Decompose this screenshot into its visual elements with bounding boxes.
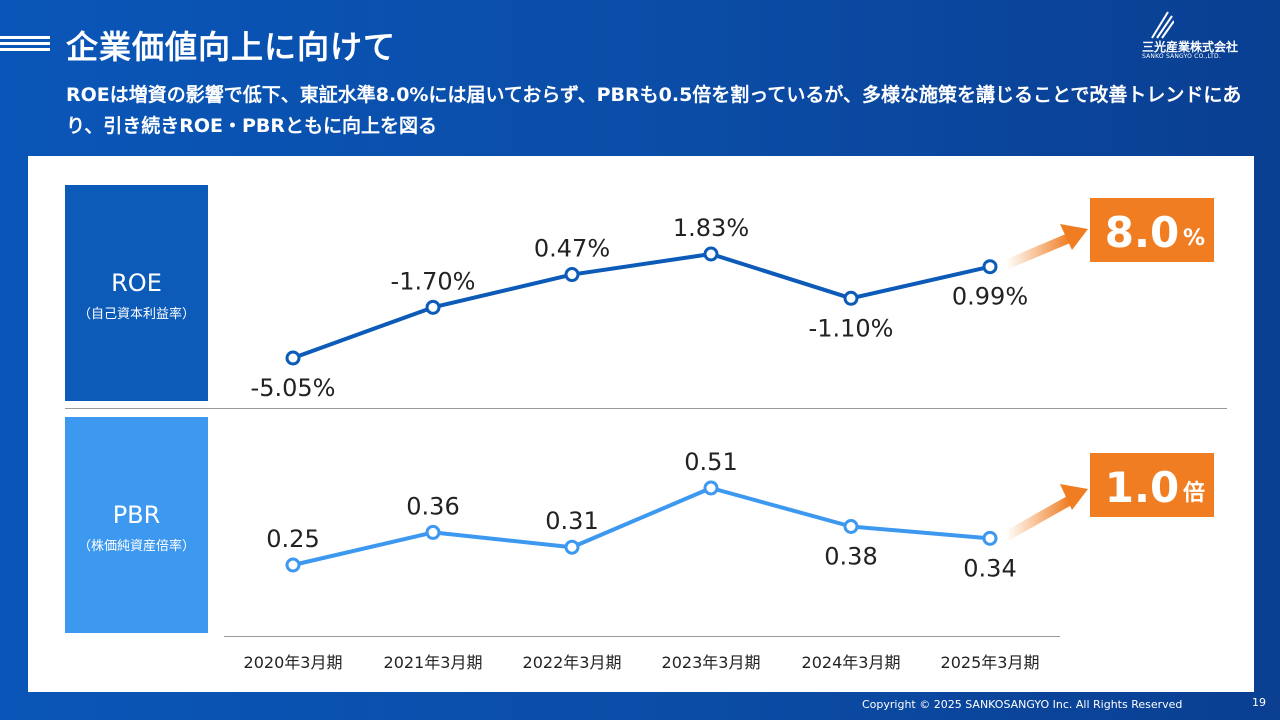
x-tick-label: 2020年3月期 [244, 653, 343, 672]
roe-series-line [292, 252, 991, 360]
chart-divider [65, 408, 1227, 409]
company-logo: 三光産業株式会社 SANKO SANGYO CO.,LTD. [1142, 10, 1254, 60]
pbr-data-label: 0.34 [963, 554, 1016, 582]
page-number: 19 [1252, 696, 1266, 709]
pbr-label-box: PBR （株価純資産倍率） [65, 417, 208, 633]
pbr-label: PBR [112, 501, 161, 529]
x-axis-line [224, 636, 1060, 637]
pbr-data-label: 0.51 [684, 448, 737, 476]
x-tick-label: 2025年3月期 [941, 653, 1040, 672]
roe-data-point [285, 350, 301, 366]
x-tick-label: 2021年3月期 [384, 653, 483, 672]
roe-target-value: 8.0 [1105, 208, 1179, 257]
pbr-data-point [425, 524, 441, 540]
pbr-target-arrow [1003, 495, 1073, 541]
roe-data-label: -5.05% [251, 374, 336, 402]
roe-arrow-head [1060, 224, 1088, 250]
pbr-target-box [1090, 453, 1214, 517]
roe-data-label: -1.10% [809, 314, 894, 342]
page-subtitle: ROEは増資の影響で低下、東証水準8.0%には届いておらず、PBRも0.5倍を割… [66, 84, 1242, 137]
roe-data-point [843, 290, 859, 306]
roe-target-arrow [1004, 233, 1072, 270]
roe-sublabel: （自己資本利益率） [77, 307, 195, 322]
copyright: Copyright © 2025 SANKOSANGYO Inc. All Ri… [862, 698, 1183, 711]
roe-data-label: 0.47% [534, 235, 610, 263]
roe-data-point [425, 299, 441, 315]
pbr-arrow-head [1060, 484, 1088, 510]
chart-panel: ROE （自己資本利益率） PBR （株価純資産倍率） 2020年3月期 2021… [28, 156, 1254, 692]
roe-data-label: 0.99% [952, 283, 1028, 311]
roe-data-point [564, 267, 580, 283]
x-tick-label: 2023年3月期 [662, 653, 761, 672]
pbr-target-value: 1.0 [1105, 463, 1179, 512]
pbr-data-label: 0.25 [266, 525, 319, 553]
roe-target-unit: % [1183, 226, 1205, 251]
roe-data-point [982, 259, 998, 275]
pbr-data-label: 0.36 [406, 492, 459, 520]
roe-target-box [1090, 198, 1214, 262]
pbr-data-point [564, 539, 580, 555]
roe-label: ROE [111, 269, 162, 297]
page-title: 企業価値向上に向けて [66, 28, 397, 66]
line-charts: 2020年3月期 2021年3月期 2022年3月期 2023年3月期 2024年3月期… [244, 198, 1214, 672]
x-tick-label: 2024年3月期 [802, 653, 901, 672]
pbr-data-point [982, 530, 998, 546]
pbr-series-line [292, 486, 991, 567]
logo-mark-icon [1151, 11, 1174, 39]
roe-data-label: -1.70% [391, 267, 476, 295]
pbr-target-unit: 倍 [1183, 480, 1205, 506]
x-tick-label: 2022年3月期 [523, 653, 622, 672]
pbr-data-point [843, 519, 859, 534]
roe-data-label: 1.83% [673, 214, 749, 242]
pbr-sublabel: （株価純資産倍率） [77, 539, 195, 554]
pbr-data-point [703, 480, 719, 496]
pbr-data-label: 0.31 [545, 507, 598, 535]
pbr-data-point [285, 557, 301, 573]
logo-name: 三光産業株式会社 [1142, 40, 1239, 54]
roe-label-box: ROE （自己資本利益率） [65, 185, 208, 401]
title-decoration [0, 36, 50, 51]
logo-sub: SANKO SANGYO CO.,LTD. [1142, 53, 1221, 60]
pbr-data-label: 0.38 [824, 543, 877, 571]
roe-data-point [703, 246, 719, 262]
